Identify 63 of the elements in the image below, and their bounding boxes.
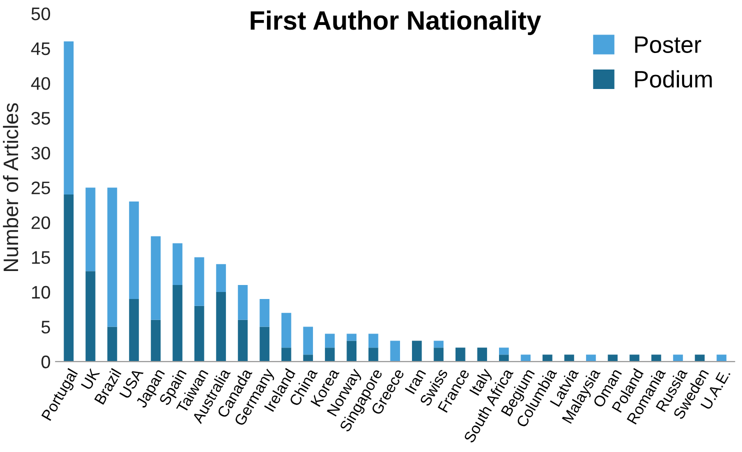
bar <box>107 326 118 362</box>
y-tick-label: 50 <box>31 7 50 20</box>
y-axis-title: Number of Articles <box>2 103 18 271</box>
bar <box>346 334 356 341</box>
bar <box>129 298 139 362</box>
y-tick-label: 45 <box>31 42 50 56</box>
bar <box>86 271 96 362</box>
legend-label: Poster <box>635 36 702 53</box>
bar <box>150 236 161 320</box>
bar <box>651 354 662 362</box>
bar <box>303 326 313 355</box>
y-tick-label: 5 <box>41 320 50 334</box>
y-tick-label: 10 <box>32 286 50 299</box>
bar <box>630 354 640 362</box>
bar <box>694 354 705 362</box>
bar <box>456 348 466 362</box>
bar <box>129 202 139 299</box>
bar <box>499 348 509 355</box>
bar <box>324 334 335 348</box>
bar <box>194 306 204 362</box>
bar <box>64 194 74 362</box>
y-tick-label: 35 <box>31 112 50 125</box>
bar <box>303 354 313 362</box>
bar <box>434 340 444 348</box>
bar <box>608 354 618 362</box>
bar <box>64 41 74 195</box>
bar <box>716 354 726 362</box>
bar <box>150 320 161 362</box>
bar <box>368 348 378 362</box>
bar <box>499 354 509 362</box>
bar <box>86 188 96 272</box>
y-tick-label: 0 <box>41 356 50 368</box>
bar <box>368 334 378 348</box>
bar <box>194 257 204 306</box>
y-tick-label: 30 <box>31 146 50 160</box>
y-tick-label: 40 <box>31 77 50 90</box>
legend-label: Podium <box>635 70 712 88</box>
bar <box>172 243 182 286</box>
bar <box>542 354 552 362</box>
bar <box>324 348 335 362</box>
bar <box>520 354 531 362</box>
y-tick-label: 20 <box>32 216 50 230</box>
bar <box>238 285 248 320</box>
bar <box>238 320 248 362</box>
bar <box>260 298 270 327</box>
bar <box>673 354 683 362</box>
bar <box>586 354 596 362</box>
y-tick-label: 25 <box>32 182 50 194</box>
bar <box>172 285 182 362</box>
bar <box>412 340 422 362</box>
bar <box>216 292 226 362</box>
bar <box>390 340 400 362</box>
y-tick-label: 15 <box>32 251 50 264</box>
bar <box>564 354 574 362</box>
bar <box>281 312 292 348</box>
bar <box>346 340 356 362</box>
bar <box>281 348 292 362</box>
bar <box>477 348 488 362</box>
bar <box>434 348 444 362</box>
bar <box>216 264 226 292</box>
chart-title: First Author Nationality <box>250 10 542 36</box>
bar <box>260 326 270 362</box>
bar <box>107 188 118 327</box>
